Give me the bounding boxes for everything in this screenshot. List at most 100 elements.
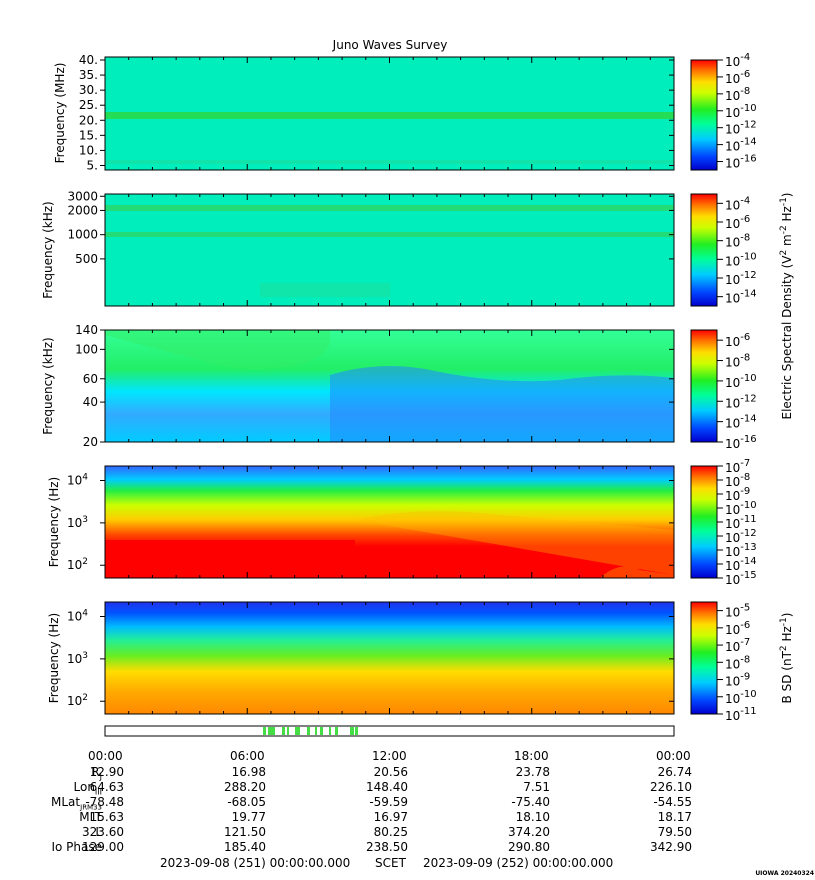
mode-bar-mark <box>320 727 323 735</box>
ephem-value: 18.10 <box>515 810 550 824</box>
ephem-value: 12.90 <box>89 765 124 779</box>
panel-4-y-ticks: 104 103 102 <box>67 473 674 572</box>
panel-4-ylabel: Frequency (Hz) <box>47 477 61 568</box>
colorbar-tick-label: 10-13 <box>725 542 757 559</box>
colorbar-tick-label: 10-8 <box>725 472 750 489</box>
colorbar-tick-label: 10-6 <box>725 214 750 231</box>
mode-bar-mark <box>307 727 310 735</box>
mode-bar-mark <box>329 727 331 735</box>
y-tick-label: 60 <box>83 372 98 386</box>
y-tick-label: 102 <box>67 557 88 572</box>
panel-1-band-lo <box>105 160 674 164</box>
y-tick-label: 40 <box>83 395 98 409</box>
colorbar-tick-label: 10-14 <box>725 137 757 154</box>
colorbar-tick-label: 10-9 <box>725 486 750 503</box>
panel-2-colorbar <box>690 193 718 307</box>
y-tick-label: 500 <box>75 252 98 266</box>
y-tick-label: 104 <box>67 473 88 488</box>
y-tick-label: 102 <box>67 693 88 708</box>
y-tick-label: 103 <box>67 651 88 666</box>
figure-title: Juno Waves Survey <box>332 38 448 52</box>
colorbar-tick-label: 10-4 <box>725 52 750 69</box>
panel-3-ylabel: Frequency (kHz) <box>41 337 55 434</box>
panel-3-green-region <box>105 330 330 369</box>
colorbar-tick-label: 10-12 <box>725 393 757 410</box>
ephem-value: 342.90 <box>650 840 692 854</box>
colorbar-tick-label: 10-14 <box>725 414 757 431</box>
y-tick-label: 10. <box>79 143 98 157</box>
colorbar-tick-label: 10-11 <box>725 706 757 723</box>
panel-5-colorbar <box>690 601 718 715</box>
colorbar-tick-label: 10-16 <box>725 434 757 451</box>
panel-5-x-ticks <box>104 602 675 714</box>
footer-end: 2023-09-09 (252) 00:00:00.000 <box>423 856 614 870</box>
colorbar-tick-label: 10-8 <box>725 233 750 250</box>
panel-3-blue-region <box>330 366 674 442</box>
ephem-value: -59.59 <box>369 795 408 809</box>
ephem-value: 20.56 <box>373 765 408 779</box>
mode-bar-mark <box>350 727 354 735</box>
panel-3-x-ticks <box>104 330 675 442</box>
ephem-value: 19.77 <box>231 810 266 824</box>
footer-scet: SCET <box>375 856 406 870</box>
ephem-value: 129.00 <box>82 840 124 854</box>
mode-bar-mark <box>355 727 358 735</box>
y-tick-label: 25. <box>79 98 98 112</box>
colorbar-tick-label: 10-12 <box>725 120 757 137</box>
time-tick-1: 06:00 <box>230 749 265 763</box>
colorbar-tick-label: 10-12 <box>725 270 757 287</box>
colorbar-tick-label: 10-10 <box>725 500 757 517</box>
time-tick-2: 12:00 <box>372 749 407 763</box>
panel-4-colorbar <box>690 465 718 579</box>
y-tick-label: 1000 <box>67 228 98 242</box>
panel-4-colorbar-ticks: 10-710-810-910-1010-1110-1210-1310-1410-… <box>717 458 757 587</box>
colorbar-tick-label: 10-11 <box>725 514 757 531</box>
time-tick-3: 18:00 <box>514 749 549 763</box>
panel-1-y-ticks: 5.10.15.20.25.30.35.40. <box>79 53 674 172</box>
panel-4-red-floor <box>105 540 355 578</box>
colorbar-tick-label: 10-8 <box>725 86 750 103</box>
y-tick-label: 100 <box>75 342 98 356</box>
mode-bar-mark <box>268 727 275 735</box>
panel-5: 104 103 102 Frequency (Hz) 10-510-610-710-… <box>47 601 794 723</box>
y-tick-label: 140 <box>75 323 98 337</box>
footer: 2023-09-08 (251) 00:00:00.000 SCET 2023-… <box>0 856 815 871</box>
ephem-value: 121.50 <box>224 825 266 839</box>
panel-1: 5.10.15.20.25.30.35.40. Frequency (MHz) … <box>53 52 757 172</box>
y-tick-label: 30. <box>79 83 98 97</box>
mode-bar-mark <box>335 727 338 735</box>
colorbar-tick-label: 10-16 <box>725 154 757 171</box>
ephem-value: 16.98 <box>231 765 266 779</box>
footer-start: 2023-09-08 (251) 00:00:00.000 <box>160 856 351 870</box>
panel-2-colorbar-ticks: 10-4 10-6 10-810-10 10-12 10-14 <box>717 195 757 306</box>
ephem-label-mlt: MLT <box>79 810 102 824</box>
panel-5-ylabel: Frequency (Hz) <box>47 613 61 704</box>
ephem-value: 7.51 <box>523 780 550 794</box>
colorbar-tick-label: 10-10 <box>725 689 757 706</box>
ephem-value: 226.10 <box>650 780 692 794</box>
panel-1-ylabel: Frequency (MHz) <box>53 63 67 164</box>
colorbar-tick-label: 10-12 <box>725 528 757 545</box>
ephem-label-lon: LonIII <box>73 780 103 797</box>
colorbar-tick-label: 10-7 <box>725 458 750 475</box>
colorbar-tick-label: 10-15 <box>725 570 757 587</box>
panel-5-colorbar-label: B SD (nT2 Hz-1) <box>779 613 794 704</box>
y-tick-label: 3000 <box>67 189 98 203</box>
ephem-label-mlat: MLatJRM33 <box>51 795 102 812</box>
ephem-value: -75.40 <box>511 795 550 809</box>
y-tick-label: 20. <box>79 113 98 127</box>
panel-3-y-ticks: 140 100 60 40 20 <box>75 323 674 449</box>
colorbar-tick-label: 10-9 <box>725 672 750 689</box>
panel-1-colorbar <box>690 59 718 171</box>
panel-2-band-2000 <box>105 205 674 211</box>
y-tick-label: 104 <box>67 609 88 624</box>
colorbar-tick-label: 10-6 <box>725 69 750 86</box>
panel-3-colorbar <box>690 329 718 443</box>
mode-bar-marks <box>263 727 358 735</box>
footer-stamp: UIOWA 20240324 <box>755 870 814 877</box>
panel-2-ylabel: Frequency (kHz) <box>41 201 55 298</box>
ephem-value: 64.63 <box>89 780 124 794</box>
